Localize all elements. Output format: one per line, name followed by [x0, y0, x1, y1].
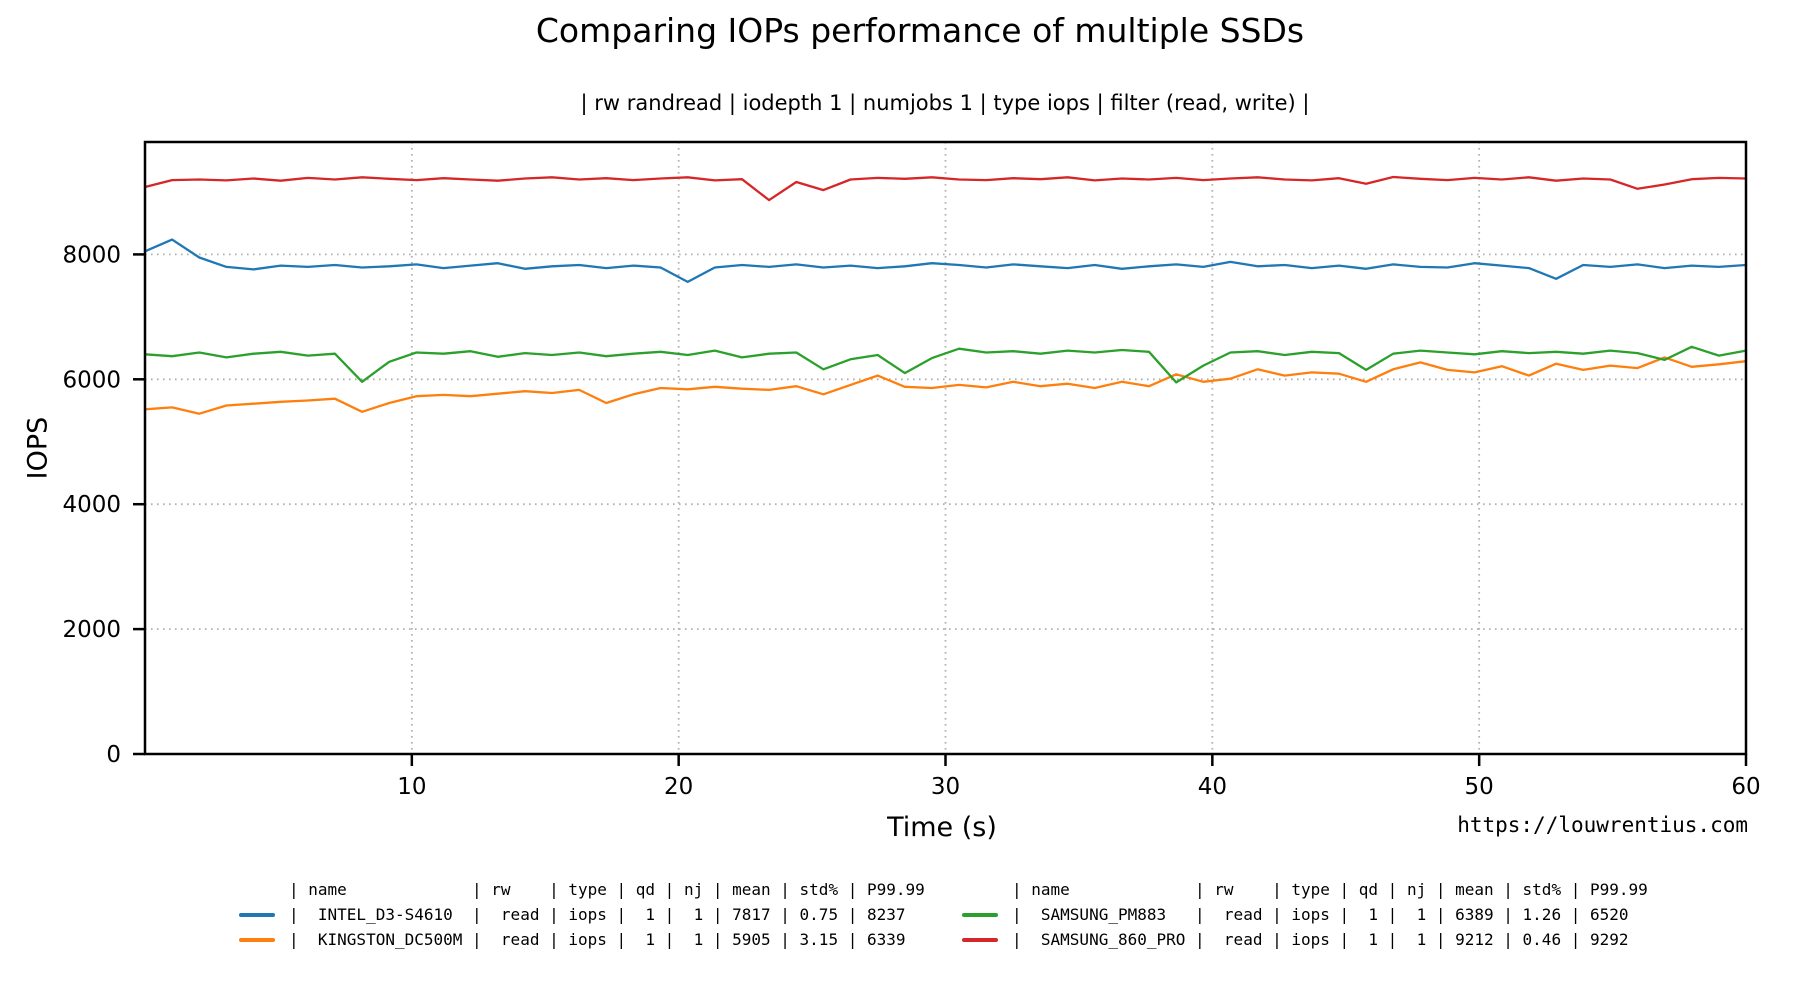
y-tick-label: 0 [106, 742, 121, 768]
chart-subtitle: | rw randread | iodepth 1 | numjobs 1 | … [580, 91, 1310, 115]
y-tick-label: 2000 [62, 617, 121, 643]
legend-row-SAMSUNG_PM883: | SAMSUNG_PM883 | read | iops | 1 | 1 | … [962, 902, 1648, 927]
y-tick-label: 6000 [62, 367, 121, 393]
x-tick-label: 10 [397, 774, 426, 800]
legend-row-text: | name | rw | type | qd | nj | mean | st… [289, 880, 925, 899]
legend-row-text: | INTEL_D3-S4610 | read | iops | 1 | 1 |… [289, 905, 906, 924]
legend-left: | name | rw | type | qd | nj | mean | st… [239, 877, 925, 952]
x-axis-label: Time (s) [887, 812, 997, 843]
legend-right: | name | rw | type | qd | nj | mean | st… [962, 877, 1648, 952]
legend-row-KINGSTON_DC500M: | KINGSTON_DC500M | read | iops | 1 | 1 … [239, 927, 925, 952]
x-tick-label: 40 [1198, 774, 1227, 800]
series-line-SAMSUNG_860_PRO [143, 175, 1748, 202]
legend-row-text: | SAMSUNG_PM883 | read | iops | 1 | 1 | … [1012, 905, 1629, 924]
series-line-SAMSUNG_PM883 [143, 345, 1748, 384]
credit-url: https://louwrentius.com [1457, 813, 1748, 837]
legend-line-swatch [239, 937, 275, 942]
x-tick-label: 20 [664, 774, 693, 800]
legend-row-text: | SAMSUNG_860_PRO | read | iops | 1 | 1 … [1012, 930, 1629, 949]
y-axis-label: IOPS [22, 416, 54, 480]
legend-row-text: | KINGSTON_DC500M | read | iops | 1 | 1 … [289, 930, 906, 949]
legend-row-SAMSUNG_860_PRO: | SAMSUNG_860_PRO | read | iops | 1 | 1 … [962, 927, 1648, 952]
chart-title: Comparing IOPs performance of multiple S… [535, 11, 1305, 50]
legend-row-INTEL_D3-S4610: | INTEL_D3-S4610 | read | iops | 1 | 1 |… [239, 902, 925, 927]
y-tick-label: 4000 [62, 492, 121, 518]
legend-line-swatch [962, 937, 998, 942]
y-tick-label: 8000 [62, 242, 121, 268]
legend-line-swatch [239, 912, 275, 917]
legend-row-text: | name | rw | type | qd | nj | mean | st… [1012, 880, 1648, 899]
x-tick-label: 30 [931, 774, 960, 800]
series-line-INTEL_D3-S4610 [143, 238, 1748, 284]
series-line-KINGSTON_DC500M [143, 356, 1748, 415]
plot-border [143, 140, 1748, 756]
x-tick-label: 50 [1465, 774, 1494, 800]
legend-line-swatch [962, 912, 998, 917]
legend-header-row: | name | rw | type | qd | nj | mean | st… [962, 877, 1648, 902]
x-tick-label: 60 [1731, 774, 1760, 800]
legend-header-row: | name | rw | type | qd | nj | mean | st… [239, 877, 925, 902]
